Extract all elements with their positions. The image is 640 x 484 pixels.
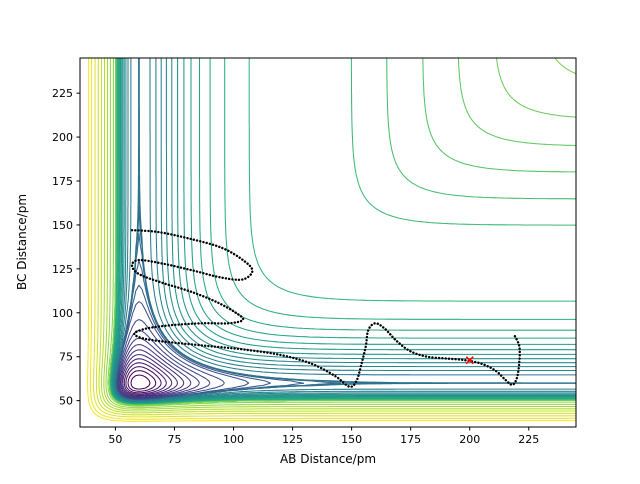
contour-line xyxy=(111,58,576,404)
axes-group: 50 75 100 125 150 175 200 225 50 75 100 125 150 175 20… xyxy=(52,57,577,446)
contour-line xyxy=(108,57,577,406)
x-tick-label: 225 xyxy=(518,433,539,446)
contour-line xyxy=(125,366,162,394)
y-tick-label: 150 xyxy=(52,219,73,232)
y-tick-label: 200 xyxy=(52,131,73,144)
contour-line xyxy=(103,58,576,410)
x-tick-label: 200 xyxy=(459,433,480,446)
contour-line xyxy=(119,343,192,399)
contour-line xyxy=(111,58,576,404)
contour-line xyxy=(108,58,576,406)
y-axis-label: BC Distance/pm xyxy=(15,194,29,290)
trajectory-path xyxy=(130,229,521,388)
y-tick-label: 125 xyxy=(52,263,73,276)
plot-frame xyxy=(79,57,577,428)
y-tick-label: 50 xyxy=(59,395,73,408)
x-tick-label: 100 xyxy=(223,433,244,446)
contour-line xyxy=(108,57,577,406)
y-tick-label: 100 xyxy=(52,307,73,320)
y-tick-label: 75 xyxy=(59,351,73,364)
contour-line xyxy=(118,337,200,399)
contour-line xyxy=(117,329,211,400)
contour-line xyxy=(98,58,576,414)
trajectory-group xyxy=(130,229,521,388)
contour-line xyxy=(108,57,577,406)
x-axis-label: AB Distance/pm xyxy=(280,452,376,466)
x-tick-label: 150 xyxy=(341,433,362,446)
contour-line xyxy=(105,58,576,409)
x-tick-label: 175 xyxy=(400,433,421,446)
contour-line xyxy=(123,362,167,395)
contour-line xyxy=(87,58,576,422)
contour-line xyxy=(113,58,576,403)
contour-line xyxy=(112,58,576,404)
contour-line xyxy=(107,58,576,407)
contour-line xyxy=(122,358,173,396)
contour-line xyxy=(110,58,576,405)
x-tick-label: 75 xyxy=(167,433,181,446)
contour-line xyxy=(100,58,576,412)
x-tick-label: 125 xyxy=(282,433,303,446)
x-tick-label: 50 xyxy=(108,433,122,446)
contour-line xyxy=(89,58,576,420)
contour-line xyxy=(108,57,576,406)
y-tick-label: 225 xyxy=(52,87,73,100)
contour-line xyxy=(119,349,185,398)
contour-line xyxy=(127,370,157,392)
contour-line xyxy=(121,353,179,397)
contour-line xyxy=(130,374,151,390)
contour-line xyxy=(92,58,576,418)
contour-lines xyxy=(87,57,577,422)
contour-line xyxy=(112,58,576,403)
contour-line xyxy=(95,58,576,416)
current-position-x-marker xyxy=(465,356,474,365)
y-tick-label: 175 xyxy=(52,175,73,188)
contour-line xyxy=(108,58,576,406)
